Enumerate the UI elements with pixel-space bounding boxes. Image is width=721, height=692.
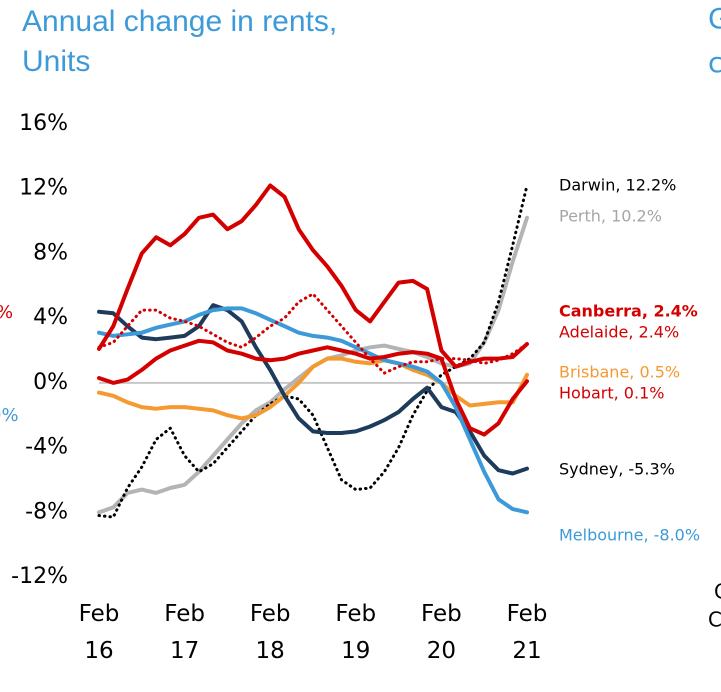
x-tick-label: Feb 19 [335,601,377,664]
series-line [97,292,529,375]
x-tick-label: Feb 20 [421,601,462,664]
series-label: Canberra, 2.4% [559,302,698,321]
cropped-text: C [714,580,721,604]
x-tick-label: Feb 21 [506,601,548,664]
cropped-text: G [708,2,721,35]
series-label: Hobart, 0.1% [559,384,664,403]
x-tick-label: Feb 17 [164,601,205,664]
series-line [97,338,529,437]
series-line [97,306,529,515]
series-line [97,183,529,369]
y-tick-label: -8% [25,499,68,524]
y-tick-label: -4% [25,435,68,460]
series-label: Brisbane, 0.5% [559,363,680,382]
series-label: Darwin, 12.2% [559,176,676,195]
y-tick-label: 12% [19,176,68,201]
cropped-text: 0% [0,405,19,426]
y-tick-label: 0% [33,370,68,395]
y-tick-label: 16% [19,111,68,136]
series-label: Perth, 10.2% [559,207,662,226]
series-line [97,303,529,476]
y-tick-label: 8% [33,240,68,265]
cropped-text: % [0,302,13,323]
series-label: Adelaide, 2.4% [559,323,679,342]
y-tick-label: 4% [33,305,68,330]
series-label: Sydney, -5.3% [559,460,675,479]
series-label: Melbourne, -8.0% [559,526,700,545]
x-tick-label: Feb 16 [78,601,120,664]
chart-title: Annual change in rents, Units [22,5,338,78]
x-tick-label: Feb 18 [249,601,291,664]
cropped-text: C [708,608,721,632]
cropped-text: c [708,46,721,79]
y-tick-label: -12% [11,564,68,589]
